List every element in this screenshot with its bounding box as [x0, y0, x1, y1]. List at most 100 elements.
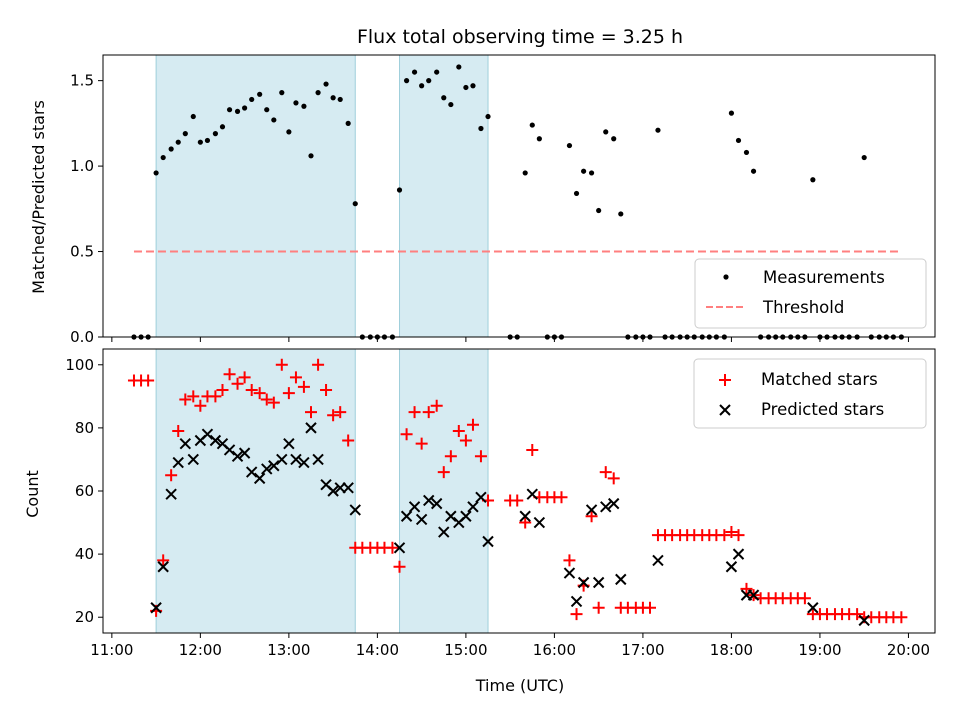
data-point-matched-stars: [312, 358, 325, 371]
data-point-measurements: [426, 78, 432, 84]
data-point-matched-stars: [275, 358, 288, 371]
data-point-predicted-stars: [445, 510, 457, 522]
data-point-measurements: [160, 154, 166, 161]
data-point-predicted-stars: [747, 589, 760, 601]
data-point-measurements: [212, 131, 219, 137]
count-x-ticks: 11:00 12:00 13:00 14:00 15:00 16:00 17:00 18:00…: [90, 633, 930, 659]
data-point-predicted-stars: [245, 466, 258, 478]
data-point-matched-stars: [511, 494, 524, 507]
data-point-predicted-stars: [615, 573, 627, 586]
data-point-measurements: [456, 64, 462, 70]
data-point-measurements: [234, 108, 241, 114]
data-point-predicted-stars: [563, 567, 576, 579]
legend-label-threshold: Threshold: [762, 298, 844, 317]
data-point-predicted-stars: [157, 561, 169, 573]
ratio-legend: Measurements Threshold: [694, 258, 927, 329]
data-point-predicted-stars: [187, 453, 199, 466]
data-point-measurements: [743, 149, 750, 156]
data-point-predicted-stars: [201, 428, 214, 440]
data-point-predicted-stars: [283, 437, 295, 450]
data-point-matched-stars: [585, 510, 598, 523]
data-point-matched-stars: [223, 368, 236, 381]
data-point-matched-stars: [740, 582, 753, 595]
y-tick-label: 1.0: [70, 157, 94, 175]
data-point-measurements: [345, 120, 351, 126]
data-point-matched-stars: [555, 491, 568, 504]
data-point-matched-stars: [334, 406, 347, 419]
data-point-matched-stars: [157, 554, 170, 567]
data-point-predicted-stars: [231, 450, 244, 462]
data-point-measurements: [750, 168, 757, 174]
chart-title: Flux total observing time = 3.25 h: [357, 26, 683, 48]
data-point-matched-stars: [599, 466, 612, 479]
data-point-measurements: [618, 211, 624, 217]
data-point-matched-stars: [216, 384, 229, 397]
data-point-matched-stars: [519, 516, 532, 529]
y-tick-label: 0.5: [70, 243, 94, 261]
count-plot-area: [127, 358, 908, 627]
data-point-matched-stars: [643, 601, 656, 614]
data-point-measurements: [197, 139, 203, 145]
data-point-predicted-stars: [519, 510, 531, 522]
data-point-measurements: [861, 154, 867, 161]
data-point-measurements: [264, 107, 270, 113]
data-point-matched-stars: [327, 409, 340, 422]
data-point-matched-stars: [172, 425, 185, 438]
data-point-matched-stars: [297, 380, 310, 393]
data-point-measurements: [573, 190, 580, 197]
legend-marker-measurements: [723, 274, 729, 280]
legend-label-measurements: Measurements: [763, 268, 885, 287]
data-point-measurements: [308, 153, 314, 159]
data-point-measurements: [271, 117, 277, 123]
y-tick-label: 80: [75, 419, 94, 437]
x-tick-label: 16:00: [533, 641, 576, 659]
data-point-predicted-stars: [475, 491, 487, 504]
y-tick-label: 40: [75, 545, 94, 563]
data-point-measurements: [293, 100, 299, 106]
data-point-measurements: [242, 105, 248, 111]
legend-label-matched-stars: Matched stars: [761, 370, 878, 389]
data-point-measurements: [168, 146, 174, 152]
ratio-x-ticks: [111, 337, 909, 342]
ratio-panel: 0.0 0.5 1.0 1.5 Flux total observing time =…: [29, 26, 936, 346]
data-point-matched-stars: [452, 425, 465, 438]
data-point-matched-stars: [725, 526, 738, 539]
data-point-matched-stars: [444, 450, 457, 463]
shaded-span-2: [399, 348, 489, 634]
count-legend: Matched stars Predicted stars: [693, 358, 927, 429]
data-point-predicted-stars: [312, 453, 324, 466]
data-point-matched-stars: [393, 560, 406, 573]
data-point-matched-stars: [474, 450, 487, 463]
data-point-measurements: [279, 90, 285, 96]
count-shaded-spans: [155, 348, 489, 634]
data-point-matched-stars: [165, 469, 178, 482]
data-point-measurements: [190, 113, 196, 120]
ratio-plot-area: [131, 64, 904, 340]
x-tick-label: 11:00: [90, 641, 133, 659]
count-panel: 20 40 60 80 100 11:00 12:00 13:00 14:00 15:00 16:…: [23, 348, 936, 695]
data-point-predicted-stars: [393, 542, 406, 554]
data-point-matched-stars: [320, 384, 333, 397]
data-point-matched-stars: [459, 434, 472, 447]
data-point-measurements: [485, 113, 491, 120]
data-point-predicted-stars: [482, 535, 494, 548]
data-point-measurements: [463, 84, 469, 91]
data-point-matched-stars: [400, 428, 413, 441]
data-point-predicted-stars: [276, 453, 288, 466]
data-point-matched-stars: [194, 399, 207, 412]
data-point-matched-stars: [238, 371, 251, 384]
ratio-legend-box: [694, 258, 927, 329]
data-point-measurements: [352, 201, 358, 207]
data-point-predicted-stars: [430, 497, 443, 510]
data-point-measurements: [175, 139, 181, 145]
legend-label-predicted-stars: Predicted stars: [761, 400, 884, 419]
data-point-matched-stars: [415, 437, 428, 450]
data-point-measurements: [337, 96, 343, 103]
data-point-predicted-stars: [467, 501, 479, 513]
data-point-matched-stars: [437, 466, 450, 479]
x-tick-label: 19:00: [798, 641, 841, 659]
data-point-predicted-stars: [732, 548, 745, 560]
data-point-measurements: [182, 131, 188, 137]
ratio-y-ticks: 0.0 0.5 1.0 1.5: [70, 72, 103, 346]
